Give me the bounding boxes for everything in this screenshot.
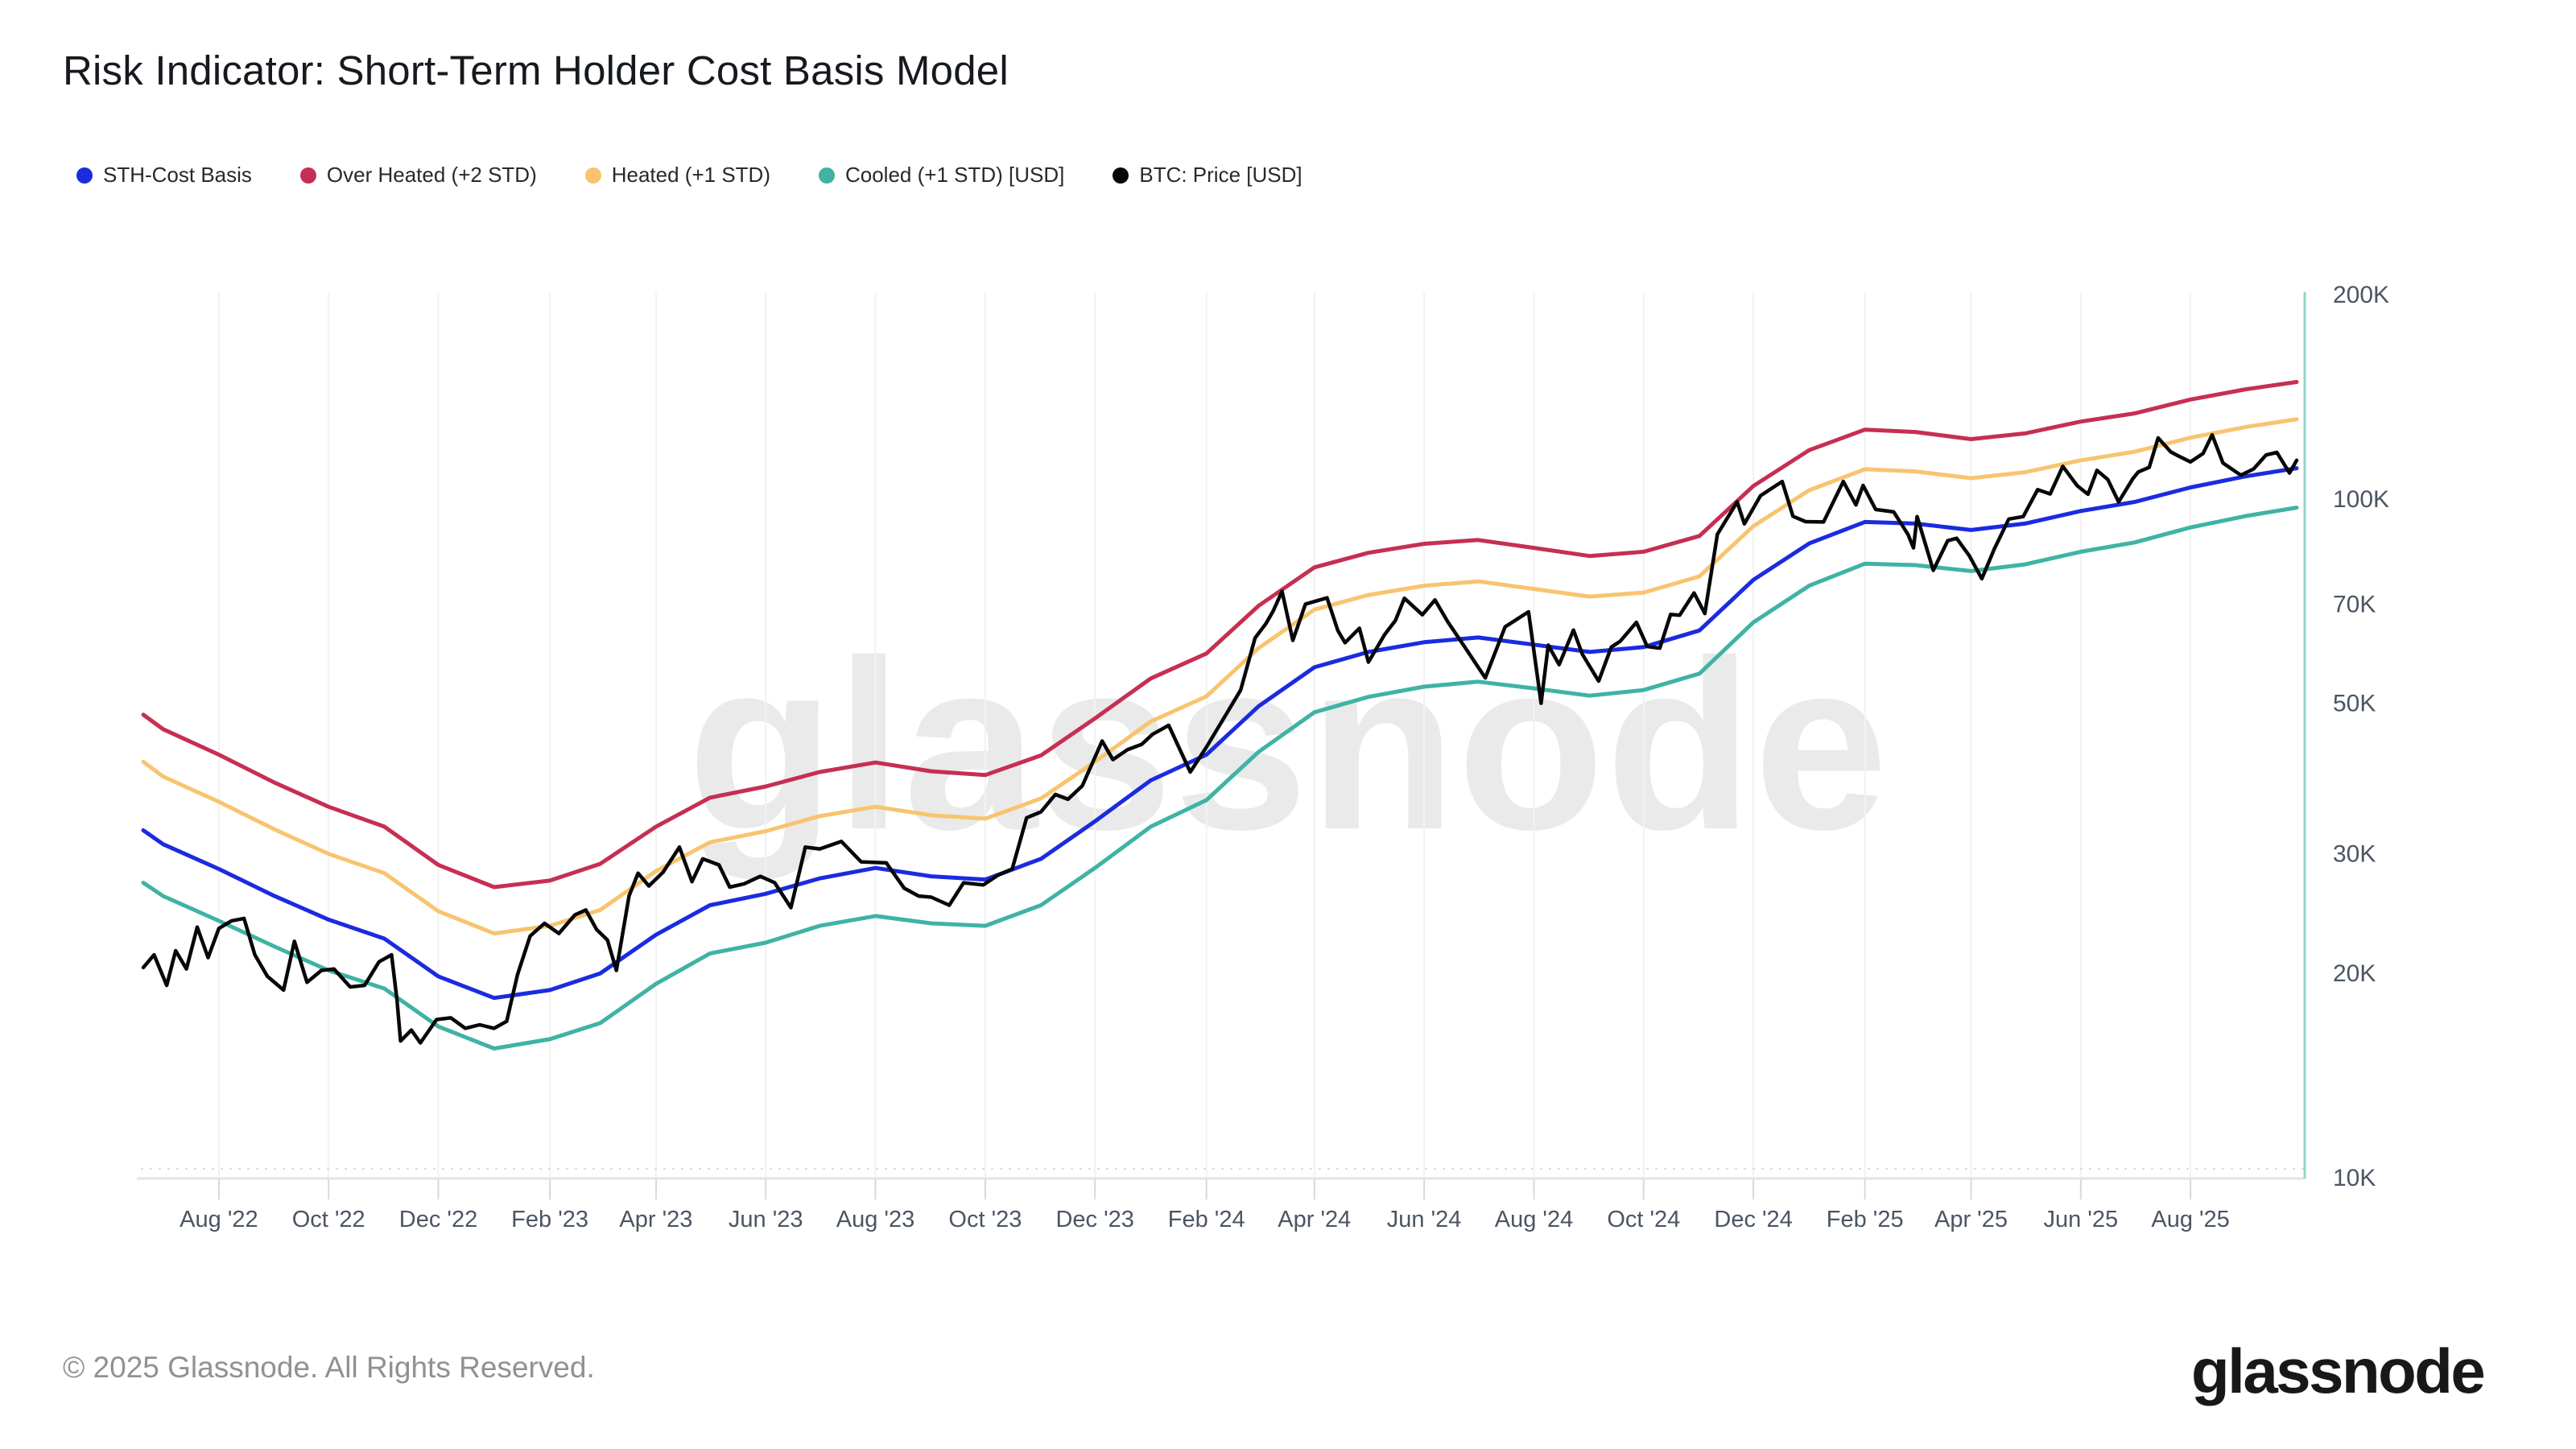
- x-tick-label: Aug '25: [2151, 1207, 2229, 1232]
- legend-dot-icon: [584, 167, 601, 184]
- series-line-sth-cost-basis: [141, 466, 2299, 1001]
- page-title: Risk Indicator: Short-Term Holder Cost B…: [63, 47, 1009, 93]
- series-line-heated-1-std: [141, 417, 2299, 936]
- y-tick-label: 30K: [2333, 841, 2376, 868]
- legend-item-heated-1-std[interactable]: Heated (+1 STD): [584, 163, 770, 188]
- legend-item-label: Heated (+1 STD): [611, 163, 770, 187]
- x-tick-label: Apr '25: [1934, 1207, 2008, 1232]
- legend-dot-icon: [1113, 167, 1129, 184]
- x-tick-label: Oct '23: [948, 1207, 1022, 1232]
- y-tick-label: 70K: [2333, 591, 2376, 617]
- x-tick-label: Aug '23: [836, 1207, 914, 1232]
- legend-item-label: STH-Cost Basis: [103, 163, 252, 187]
- legend-dot-icon: [299, 167, 316, 184]
- legend-dot-icon: [818, 167, 835, 184]
- x-tick-label: Apr '24: [1278, 1207, 1351, 1232]
- x-tick-label: Feb '23: [511, 1207, 588, 1232]
- y-tick-label: 20K: [2333, 960, 2376, 987]
- x-tick-label: Dec '24: [1714, 1207, 1792, 1232]
- x-tick-label: Feb '24: [1168, 1207, 1245, 1232]
- legend-item-btc-price-usd[interactable]: BTC: Price [USD]: [1113, 163, 1302, 188]
- legend-item-over-heated-2-std[interactable]: Over Heated (+2 STD): [299, 163, 537, 188]
- legend-item-label: Over Heated (+2 STD): [326, 163, 537, 187]
- x-tick-label: Jun '24: [1387, 1207, 1462, 1232]
- legend-item-sth-cost-basis[interactable]: STH-Cost Basis: [76, 163, 252, 188]
- series-line-cooled-1-std-usd: [141, 506, 2299, 1051]
- y-tick-label: 200K: [2333, 282, 2389, 308]
- legend-item-cooled-1-std-usd[interactable]: Cooled (+1 STD) [USD]: [818, 163, 1065, 188]
- glassnode-logo: glassnode: [2191, 1335, 2486, 1406]
- y-tick-label: 10K: [2333, 1165, 2376, 1191]
- x-tick-label: Jun '23: [729, 1207, 803, 1232]
- series-line-btc-price-usd: [141, 432, 2299, 1045]
- x-tick-label: Oct '22: [292, 1207, 365, 1232]
- legend-dot-icon: [76, 167, 93, 184]
- copyright-text: © 2025 Glassnode. All Rights Reserved.: [63, 1351, 595, 1384]
- x-tick-label: Aug '22: [180, 1207, 258, 1232]
- x-tick-label: Feb '25: [1827, 1207, 1904, 1232]
- chart-legend: STH-Cost Basis Over Heated (+2 STD) Heated…: [76, 163, 1302, 188]
- x-tick-label: Aug '24: [1495, 1207, 1573, 1232]
- x-tick-label: Oct '24: [1607, 1207, 1680, 1232]
- glassnode-watermark: glassnode: [687, 609, 1889, 880]
- x-tick-label: Jun '25: [2043, 1207, 2118, 1232]
- x-tick-label: Dec '23: [1055, 1207, 1133, 1232]
- y-tick-label: 100K: [2333, 486, 2389, 513]
- legend-item-label: BTC: Price [USD]: [1139, 163, 1302, 187]
- legend-item-label: Cooled (+1 STD) [USD]: [844, 163, 1065, 187]
- y-tick-label: 50K: [2333, 691, 2376, 717]
- series-line-over-heated-2-std: [141, 380, 2299, 890]
- x-tick-label: Dec '22: [399, 1207, 477, 1232]
- x-tick-label: Apr '23: [619, 1207, 692, 1232]
